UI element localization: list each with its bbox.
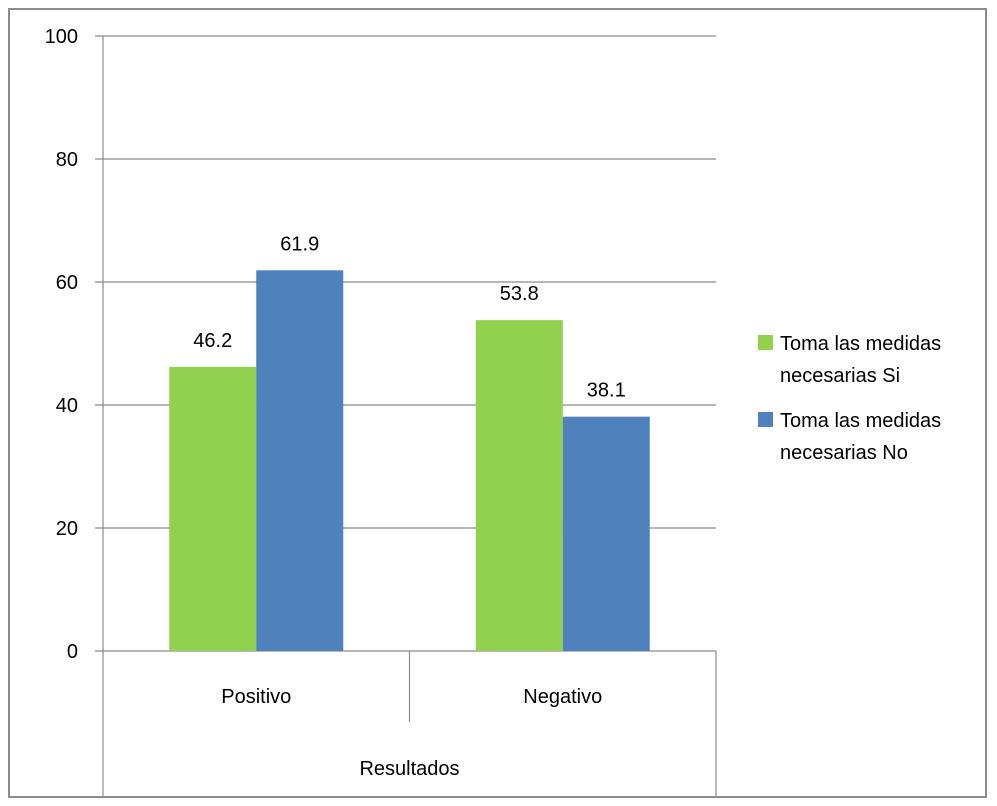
- data-label-negativo-series-1: 53.8: [500, 283, 539, 305]
- data-label-positivo-series-1: 46.2: [193, 330, 232, 352]
- legend-label-series-1-line-2: necesarias Si: [780, 365, 900, 387]
- y-tick-label-60: 60: [56, 272, 78, 294]
- y-tick-label-80: 80: [56, 149, 78, 171]
- legend-label-series-2-line-2: necesarias No: [780, 442, 908, 464]
- y-tick-label-40: 40: [56, 395, 78, 417]
- y-tick-label-0: 0: [67, 641, 78, 663]
- bar-negativo-series-2: [563, 417, 650, 651]
- data-label-negativo-series-2: 38.1: [587, 380, 626, 402]
- bar-positivo-series-2: [256, 270, 343, 651]
- bar-negativo-series-1: [476, 320, 563, 651]
- y-tick-label-20: 20: [56, 518, 78, 540]
- legend-swatch-series-1: [758, 335, 773, 350]
- legend-label-series-2-line-1: Toma las medidas: [780, 410, 941, 432]
- legend-label-series-1-line-1: Toma las medidas: [780, 333, 941, 355]
- group-label: Resultados: [359, 758, 459, 780]
- legend-swatch-series-2: [758, 412, 773, 427]
- category-label-negativo: Negativo: [523, 686, 602, 708]
- bar-positivo-series-1: [169, 367, 256, 651]
- y-tick-label-100: 100: [45, 26, 78, 48]
- data-label-positivo-series-2: 61.9: [280, 233, 319, 255]
- category-label-positivo: Positivo: [221, 686, 291, 708]
